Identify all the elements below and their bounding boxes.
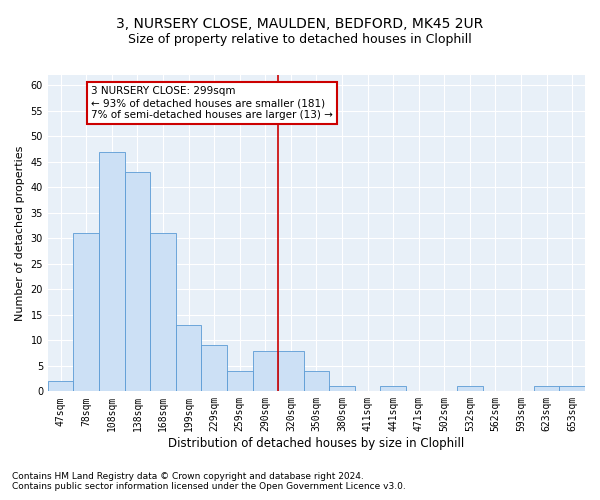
Text: Contains HM Land Registry data © Crown copyright and database right 2024.: Contains HM Land Registry data © Crown c… <box>12 472 364 481</box>
Bar <box>329 386 355 392</box>
Text: 3, NURSERY CLOSE, MAULDEN, BEDFORD, MK45 2UR: 3, NURSERY CLOSE, MAULDEN, BEDFORD, MK45… <box>116 18 484 32</box>
Bar <box>253 350 278 392</box>
Bar <box>202 346 227 392</box>
Bar <box>227 371 253 392</box>
Bar <box>534 386 559 392</box>
Bar <box>559 386 585 392</box>
X-axis label: Distribution of detached houses by size in Clophill: Distribution of detached houses by size … <box>169 437 464 450</box>
Bar <box>125 172 150 392</box>
Text: Size of property relative to detached houses in Clophill: Size of property relative to detached ho… <box>128 32 472 46</box>
Y-axis label: Number of detached properties: Number of detached properties <box>15 146 25 321</box>
Text: Contains public sector information licensed under the Open Government Licence v3: Contains public sector information licen… <box>12 482 406 491</box>
Bar <box>48 381 73 392</box>
Bar <box>304 371 329 392</box>
Bar <box>278 350 304 392</box>
Bar <box>457 386 482 392</box>
Bar <box>176 325 202 392</box>
Bar <box>73 233 99 392</box>
Bar <box>380 386 406 392</box>
Bar <box>99 152 125 392</box>
Bar <box>150 233 176 392</box>
Text: 3 NURSERY CLOSE: 299sqm
← 93% of detached houses are smaller (181)
7% of semi-de: 3 NURSERY CLOSE: 299sqm ← 93% of detache… <box>91 86 333 120</box>
